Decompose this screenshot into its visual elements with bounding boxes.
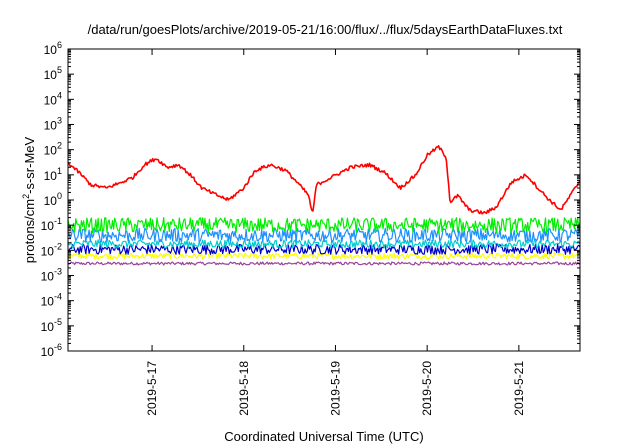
x-tick-label: 2019-5-18	[237, 361, 251, 416]
y-tick-label: 10-2	[41, 241, 62, 258]
y-tick-exponent: 1	[57, 166, 62, 176]
y-axis-label-main: protons/cm	[22, 199, 37, 263]
y-tick-exponent: -3	[54, 267, 62, 277]
x-tick-label: 2019-5-17	[145, 361, 159, 416]
y-tick-base: 10	[44, 119, 58, 133]
y-tick-label: 102	[44, 141, 62, 158]
x-tick-label: 2019-5-21	[512, 361, 526, 416]
y-axis-label-units: -s-sr-MeV	[22, 136, 37, 193]
x-axis: 2019-5-17 2019-5-18 2019-5-19 2019-5-20 2019…	[145, 49, 526, 416]
y-tick-base: 10	[44, 144, 58, 158]
series-line-3	[67, 227, 581, 243]
y-tick-exponent: -4	[54, 292, 62, 302]
y-tick-exponent: -2	[54, 241, 62, 251]
y-tick-base: 10	[44, 194, 58, 208]
y-tick-label: 100	[44, 191, 62, 208]
y-tick-label: 10-4	[41, 292, 62, 309]
series-line-1	[67, 145, 581, 215]
plot-frame	[67, 48, 581, 352]
y-tick-label: 10-6	[41, 342, 62, 359]
y-tick-exponent: -6	[54, 342, 62, 352]
y-tick-label: 106	[44, 40, 62, 57]
y-tick-base: 10	[44, 43, 58, 57]
x-tick-label: 2019-5-19	[328, 361, 342, 416]
y-tick-label: 105	[44, 65, 62, 82]
y-tick-exponent: 2	[57, 141, 62, 151]
y-tick-base: 10	[41, 244, 55, 258]
y-axis: 10-610-510-410-310-210-11001011021031041…	[41, 40, 580, 359]
y-tick-base: 10	[44, 169, 58, 183]
y-tick-base: 10	[44, 68, 58, 82]
y-tick-base: 10	[41, 345, 55, 359]
y-tick-label: 104	[44, 90, 62, 107]
y-tick-base: 10	[44, 93, 58, 107]
series-line-7	[67, 261, 581, 266]
series-line-5	[67, 243, 581, 255]
series-layer	[67, 145, 581, 266]
y-tick-label: 10-3	[41, 267, 62, 284]
y-tick-exponent: -1	[54, 216, 62, 226]
y-tick-exponent: -5	[54, 317, 62, 327]
y-tick-label: 103	[44, 116, 62, 133]
y-tick-base: 10	[41, 219, 55, 233]
y-tick-base: 10	[41, 295, 55, 309]
y-tick-label: 101	[44, 166, 62, 183]
y-tick-base: 10	[41, 320, 55, 334]
y-tick-exponent: 3	[57, 116, 62, 126]
y-tick-exponent: 6	[57, 40, 62, 50]
x-axis-label: Coordinated Universal Time (UTC)	[224, 429, 423, 444]
y-tick-exponent: 4	[57, 90, 62, 100]
y-tick-exponent: 5	[57, 65, 62, 75]
x-tick-label: 2019-5-20	[420, 361, 434, 416]
y-tick-label: 10-1	[41, 216, 62, 233]
y-tick-exponent: 0	[57, 191, 62, 201]
y-axis-label: protons/cm2-s-sr-MeV	[21, 136, 37, 263]
y-tick-label: 10-5	[41, 317, 62, 334]
chart-title: /data/run/goesPlots/archive/2019-05-21/1…	[88, 22, 563, 37]
y-tick-base: 10	[41, 270, 55, 284]
y-axis-label-superscript: 2	[21, 194, 31, 199]
series-line-2	[67, 217, 581, 234]
